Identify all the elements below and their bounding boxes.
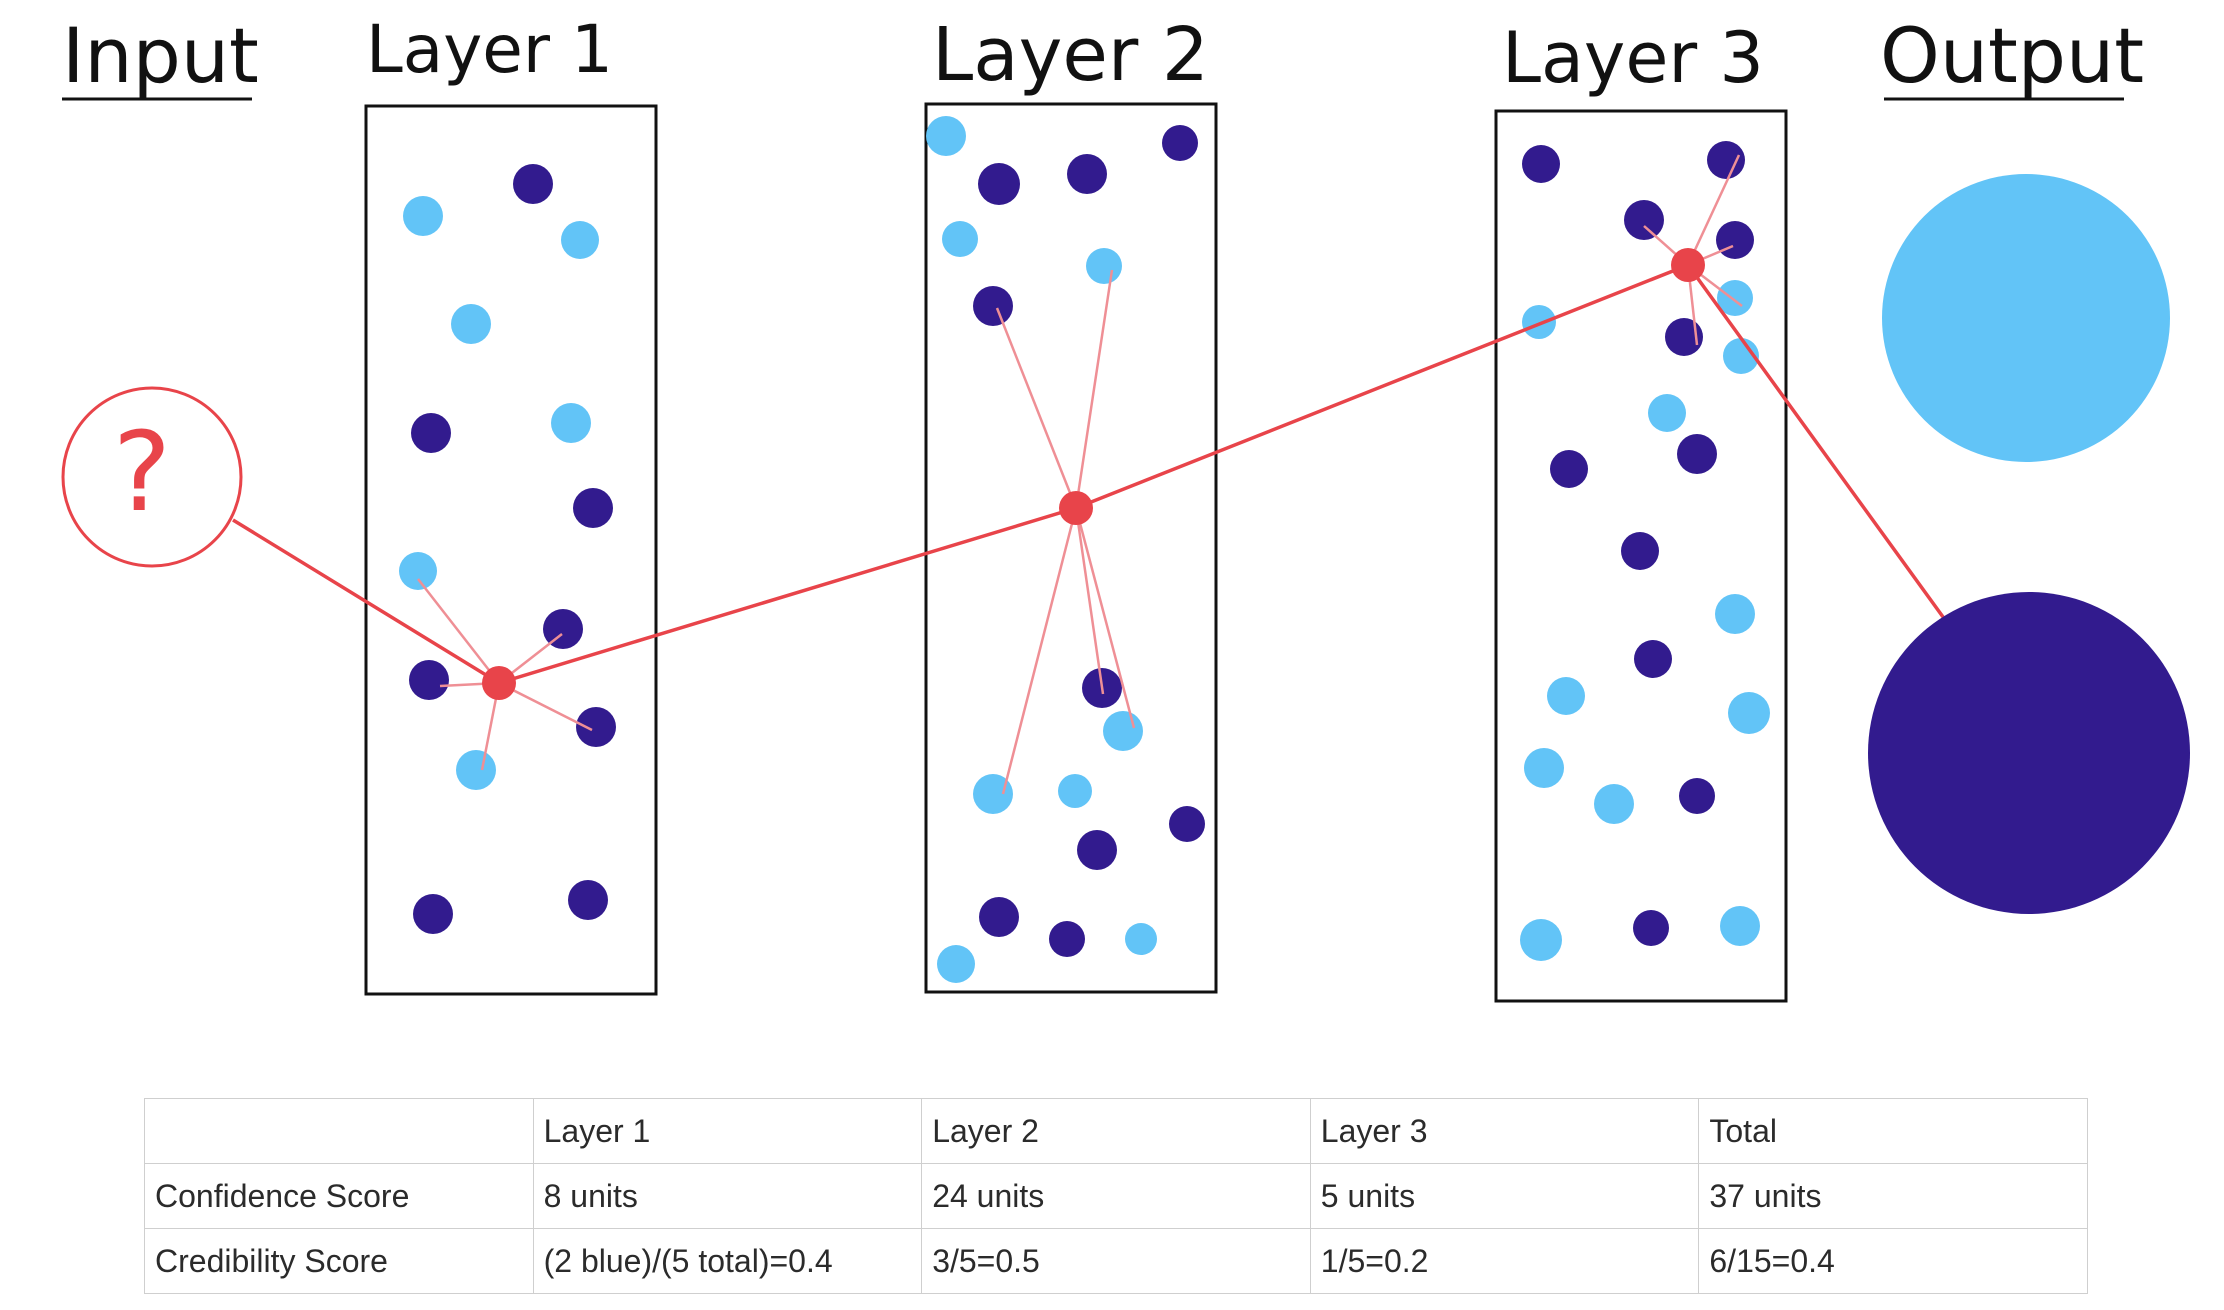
neighbor-link: [1001, 507, 1078, 795]
neighbor-link: [498, 681, 593, 732]
question-mark-icon: ?: [113, 408, 171, 536]
dark-dot: [573, 488, 613, 528]
dark-dot: [978, 163, 1020, 205]
dark-dot: [1522, 145, 1560, 183]
light-dot: [456, 750, 496, 790]
neighbor-link: [995, 307, 1078, 509]
neighbor-link: [1686, 154, 1741, 266]
dark-dot: [1162, 125, 1198, 161]
light-dot: [451, 304, 491, 344]
light-dot: [1717, 280, 1753, 316]
light-dot: [399, 552, 437, 590]
dark-dot: [1169, 806, 1205, 842]
layer-2-active-node: [1059, 491, 1093, 525]
table-cell: (2 blue)/(5 total)=0.4: [532, 1228, 923, 1294]
dark-dot: [1077, 830, 1117, 870]
heading-input: Input: [62, 11, 259, 100]
dark-dot: [1716, 221, 1754, 259]
dark-dot: [1067, 154, 1107, 194]
dark-dot: [409, 660, 449, 700]
layer-diagram: Input Layer 1 Layer 2 Layer 3 Output: [61, 11, 2190, 1003]
heading-layer-2: Layer 2: [932, 12, 1209, 98]
table-header-row: Layer 1 Layer 2 Layer 3 Total: [144, 1098, 2088, 1164]
input-node: [61, 386, 243, 568]
light-dot: [1720, 906, 1760, 946]
layer-3-dots: [1520, 141, 1770, 961]
output-light-blue: [1882, 174, 2170, 462]
heading-output: Output: [1880, 11, 2144, 100]
layer-2-dots: [926, 116, 1205, 983]
light-dot: [1715, 594, 1755, 634]
dark-dot: [1621, 532, 1659, 570]
dark-dot: [1665, 318, 1703, 356]
neighbor-link: [1074, 507, 1136, 729]
dark-dot: [568, 880, 608, 920]
dark-dot: [1049, 921, 1085, 957]
table-cell: 3/5=0.5: [921, 1228, 1311, 1294]
table-row: Confidence Score 8 units 24 units 5 unit…: [144, 1163, 2088, 1229]
table-cell: Layer 3: [1309, 1098, 1700, 1164]
light-dot: [1125, 923, 1157, 955]
layer-1-box: [364, 104, 658, 996]
dark-dot: [1679, 778, 1715, 814]
dark-dot: [1677, 434, 1717, 474]
dark-dot: [1624, 200, 1664, 240]
dark-dot: [543, 609, 583, 649]
light-dot: [561, 221, 599, 259]
layer-1-active-node: [482, 666, 516, 700]
light-dot: [1103, 711, 1143, 751]
table-cell: 24 units: [921, 1163, 1311, 1229]
table-row: Credibility Score (2 blue)/(5 total)=0.4…: [144, 1228, 2088, 1294]
light-dot: [1520, 919, 1562, 961]
light-dot: [403, 196, 443, 236]
table-cell: 8 units: [532, 1163, 923, 1229]
neighbor-links: [417, 154, 1743, 795]
dark-dot: [979, 897, 1019, 937]
table-cell: 1/5=0.2: [1309, 1228, 1700, 1294]
output-dark-blue: [1868, 592, 2190, 914]
light-dot: [551, 403, 591, 443]
light-dot: [942, 221, 978, 257]
dark-dot: [1550, 450, 1588, 488]
neighbor-link: [1074, 269, 1114, 509]
table-cell: Confidence Score: [144, 1163, 534, 1229]
light-dot: [1058, 774, 1092, 808]
dark-dot: [413, 894, 453, 934]
dark-dot: [513, 164, 553, 204]
light-dot: [1728, 692, 1770, 734]
light-dot: [1723, 338, 1759, 374]
layer-3-box: [1494, 109, 1788, 1003]
table-cell: 6/15=0.4: [1698, 1228, 2088, 1294]
light-dot: [1524, 748, 1564, 788]
table-cell: Layer 2: [921, 1098, 1311, 1164]
layer-3-active-node: [1671, 248, 1705, 282]
neighbor-link: [417, 578, 500, 684]
table-cell: Layer 1: [532, 1098, 923, 1164]
light-dot: [1086, 248, 1122, 284]
light-dot: [1648, 394, 1686, 432]
dark-dot: [411, 413, 451, 453]
light-dot: [973, 774, 1013, 814]
dark-dot: [973, 286, 1013, 326]
heading-layer-3: Layer 3: [1502, 17, 1764, 99]
heading-layer-1: Layer 1: [366, 11, 613, 88]
dark-dot: [1633, 910, 1669, 946]
light-dot: [1547, 677, 1585, 715]
table-cell: Credibility Score: [144, 1228, 534, 1294]
table-cell: 37 units: [1698, 1163, 2088, 1229]
table-cell: [144, 1098, 534, 1164]
dark-dot: [576, 707, 616, 747]
layer-2-box: [924, 102, 1218, 994]
score-table: Layer 1 Layer 2 Layer 3 Total Confidence…: [144, 1098, 2088, 1294]
table-cell: 5 units: [1309, 1163, 1700, 1229]
table-cell: Total: [1698, 1098, 2088, 1164]
dark-dot: [1634, 640, 1672, 678]
light-dot: [937, 945, 975, 983]
light-dot: [1594, 784, 1634, 824]
dark-dot: [1707, 141, 1745, 179]
neighbor-link: [1074, 507, 1105, 695]
light-dot: [1522, 305, 1556, 339]
layer-1-dots: [399, 164, 616, 934]
light-dot: [926, 116, 966, 156]
